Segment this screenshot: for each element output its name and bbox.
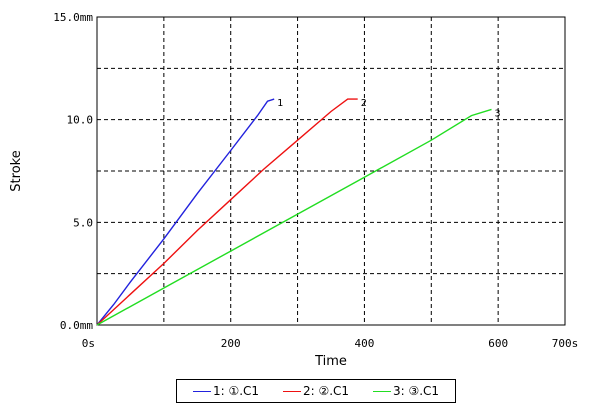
legend-item-series-2: 2: ②.C1 [282,384,350,398]
series-line-1 [96,98,275,326]
series-end-label-2: 2 [361,98,367,109]
y-axis-title: Stroke [9,150,24,191]
y-tick-label: 5.0 [73,216,93,229]
legend-swatch-series-3 [372,390,391,392]
legend-label-series-1: 1: ①.C1 [212,384,260,398]
axis-ticks: 0s 200 400 600 700s 0.0mm 5.0 10.0 15.0mm [53,11,578,350]
series-end-label-1: 1 [277,98,283,109]
series-end-label-3: 3 [494,108,500,119]
x-tick-label: 700s [552,337,579,350]
series-line-2 [96,98,358,326]
x-tick-label: 600 [488,337,508,350]
series-end-labels: 1 2 3 [277,98,500,119]
legend-label-series-3: 3: ③.C1 [392,384,440,398]
legend: 1: ①.C1 2: ②.C1 3: ③.C1 [176,379,456,403]
x-tick-label: 0s [82,337,95,350]
y-tick-label: 10.0 [67,114,94,127]
legend-item-series-1: 1: ①.C1 [192,384,260,398]
grid-lines [97,17,565,325]
legend-swatch-series-2 [282,390,301,392]
legend-item-series-3: 3: ③.C1 [372,384,440,398]
series-lines [96,98,492,326]
x-tick-label: 400 [354,337,374,350]
legend-swatch-series-1 [192,390,211,392]
y-tick-label: 15.0mm [53,11,93,24]
series-line-3 [96,108,492,326]
legend-label-series-2: 2: ②.C1 [302,384,350,398]
x-tick-label: 200 [221,337,241,350]
y-tick-label: 0.0mm [60,319,93,332]
plot-frame [96,16,566,326]
x-axis-title: Time [314,354,347,369]
